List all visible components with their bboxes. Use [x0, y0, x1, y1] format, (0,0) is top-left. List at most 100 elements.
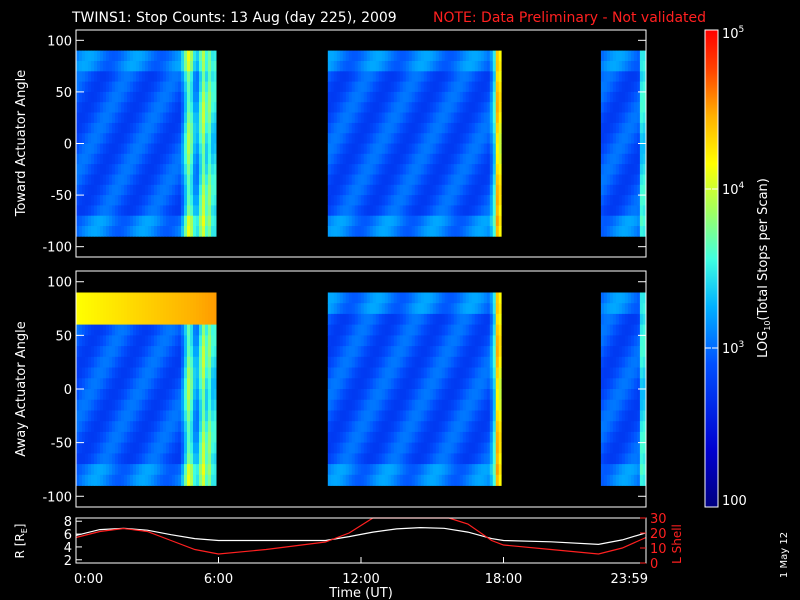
heatmap-cell	[360, 453, 365, 465]
heatmap-cell	[471, 122, 476, 134]
heatmap-cell	[130, 164, 134, 175]
heatmap-cell	[477, 389, 482, 401]
heatmap-cell	[127, 324, 131, 336]
heatmap-cell	[106, 91, 110, 103]
heatmap-cell	[375, 324, 380, 336]
heatmap-cell	[615, 378, 620, 390]
heatmap-cell	[498, 324, 502, 336]
heatmap-cell	[372, 442, 377, 454]
heatmap-cell	[627, 50, 632, 62]
heatmap-cell	[372, 215, 377, 227]
heatmap-cell	[630, 112, 635, 124]
heatmap-cell	[139, 195, 143, 206]
heatmap-cell	[627, 195, 632, 206]
heatmap-cell	[483, 143, 488, 155]
heatmap-cell	[184, 81, 188, 93]
heatmap-cell	[163, 195, 167, 206]
heatmap-cell	[483, 91, 488, 103]
heatmap-cell	[627, 442, 632, 454]
heatmap-cell	[450, 61, 455, 72]
heatmap-cell	[618, 453, 623, 465]
heatmap-cell	[175, 346, 179, 358]
heatmap-cell	[465, 303, 470, 315]
heatmap-cell	[214, 174, 217, 186]
heatmap-cell	[624, 122, 629, 134]
heatmap-cell	[199, 143, 203, 155]
heatmap-cell	[172, 164, 176, 175]
heatmap-cell	[417, 410, 422, 422]
heatmap-cell	[624, 410, 629, 422]
heatmap-cell	[145, 356, 149, 368]
heatmap-cell	[405, 164, 410, 175]
heatmap-cell	[190, 367, 194, 379]
heatmap-cell	[390, 195, 395, 206]
heatmap-cell	[327, 61, 332, 72]
heatmap-cell	[142, 61, 146, 72]
heatmap-cell	[184, 389, 188, 401]
heatmap-cell	[327, 205, 332, 217]
heatmap-cell	[450, 81, 455, 93]
heatmap-cell	[498, 335, 502, 347]
heatmap-cell	[372, 346, 377, 358]
chart-note: NOTE: Data Preliminary - Not validated	[433, 10, 706, 26]
heatmap-cell	[184, 410, 188, 422]
heatmap-cell	[459, 453, 464, 465]
heatmap-cell	[639, 133, 644, 144]
heatmap-cell	[139, 346, 143, 358]
heatmap-cell	[82, 313, 86, 325]
heatmap-cell	[408, 133, 413, 144]
heatmap-cell	[615, 421, 620, 433]
heatmap-cell	[378, 184, 383, 196]
heatmap-cell	[112, 453, 116, 465]
heatmap-cell	[154, 464, 158, 476]
heatmap-cell	[609, 102, 614, 113]
heatmap-cell	[423, 313, 428, 325]
heatmap-cell	[136, 474, 140, 486]
heatmap-cell	[615, 91, 620, 103]
heatmap-cell	[429, 474, 434, 486]
heatmap-cell	[127, 335, 131, 347]
heatmap-cell	[85, 356, 89, 368]
heatmap-cell	[103, 378, 107, 390]
heatmap-cell	[91, 464, 95, 476]
heatmap-cell	[441, 367, 446, 379]
heatmap-cell	[384, 153, 389, 165]
heatmap-cell	[351, 112, 356, 124]
heatmap-cell	[618, 153, 623, 165]
heatmap-cell	[435, 184, 440, 196]
heatmap-cell	[100, 346, 104, 358]
heatmap-cell	[214, 292, 217, 304]
heatmap-cell	[366, 303, 371, 315]
heatmap-cell	[369, 50, 374, 62]
heatmap-cell	[121, 442, 125, 454]
heatmap-cell	[211, 313, 215, 325]
heatmap-cell	[639, 226, 644, 237]
heatmap-cell	[187, 474, 191, 486]
heatmap-cell	[378, 431, 383, 443]
heatmap-cell	[498, 215, 502, 227]
heatmap-cell	[76, 389, 80, 401]
heatmap-cell	[330, 378, 335, 390]
heatmap-cell	[160, 464, 164, 476]
heatmap-cell	[333, 112, 338, 124]
heatmap-cell	[639, 474, 644, 486]
heatmap-cell	[387, 421, 392, 433]
heatmap-cell	[345, 81, 350, 93]
heatmap-cell	[636, 421, 641, 433]
heatmap-cell	[360, 184, 365, 196]
heatmap-cell	[139, 102, 143, 113]
heatmap-cell	[441, 303, 446, 315]
heatmap-cell	[420, 184, 425, 196]
heatmap-cell	[163, 91, 167, 103]
heatmap-cell	[405, 474, 410, 486]
heatmap-cell	[127, 153, 131, 165]
heatmap-cell	[151, 153, 155, 165]
heatmap-cell	[498, 143, 502, 155]
heatmap-cell	[196, 421, 200, 433]
heatmap-cell	[474, 335, 479, 347]
heatmap-cell	[438, 71, 443, 82]
heatmap-cell	[214, 346, 217, 358]
heatmap-cell	[411, 61, 416, 72]
heatmap-cell	[621, 61, 626, 72]
